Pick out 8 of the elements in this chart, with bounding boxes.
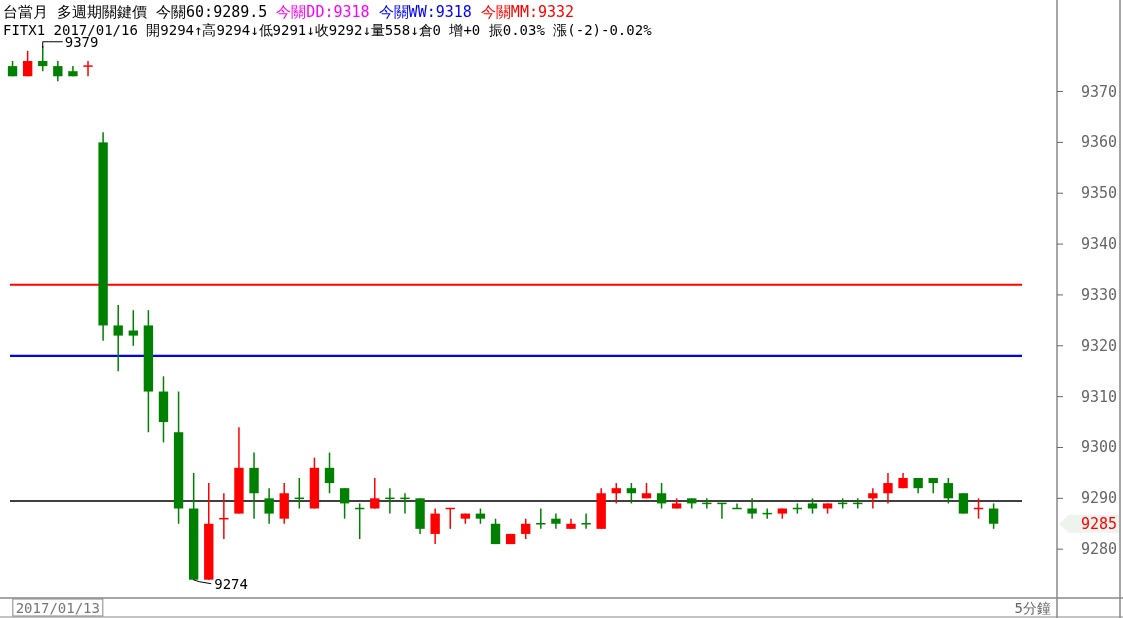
annotation: 9274	[214, 575, 248, 592]
text: 今關WW:9318	[378, 3, 472, 21]
text: 今關DD:9318	[276, 3, 370, 21]
chart-title: 台當月 多週期關鍵價	[3, 3, 148, 21]
annotation-timeframe: 5分鐘	[1014, 600, 1051, 616]
annotation: 9285	[1080, 514, 1117, 533]
text: 今關60:9289.5	[156, 3, 268, 21]
text: 今關MM:9332	[480, 3, 575, 21]
